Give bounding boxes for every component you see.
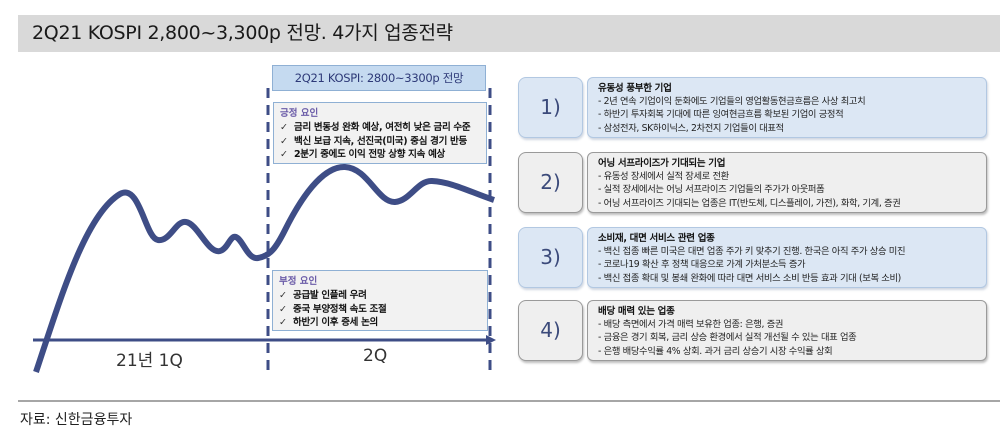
- strategy-number-badge: 4): [518, 300, 583, 361]
- x-axis-label-q1: 21년 1Q: [116, 351, 183, 371]
- strategy-number-badge: 2): [518, 152, 583, 213]
- strategy-number-badge: 1): [518, 77, 583, 138]
- strategy-line: - 코로나19 확산 후 정책 대응으로 가계 가처분소득 증가: [598, 259, 806, 271]
- positive-factor-item: ✓ 백신 보급 지속, 선진국(미국) 중심 경기 반등: [280, 135, 467, 147]
- strategy-line: - 하반기 투자회복 기대에 따른 잉여현금흐름 확보된 기업이 긍정적: [598, 109, 844, 121]
- footer-divider: [18, 400, 1000, 402]
- check-icon: ✓: [280, 135, 288, 147]
- check-icon: ✓: [279, 290, 287, 301]
- x-axis-label-q2: 2Q: [363, 346, 388, 366]
- strategy-line: - 배당 측면에서 가격 매력 보유한 업종: 은행, 증권: [598, 319, 784, 330]
- x-axis-arrow-icon: [486, 335, 496, 345]
- strategy-title: 유동성 풍부한 기업: [598, 83, 672, 94]
- strategy-line: - 유동성 장세에서 실적 장세로 전환: [598, 171, 729, 182]
- source-note: 자료: 신한금융투자: [20, 412, 133, 428]
- negative-factors-title: 부정 요인: [279, 276, 318, 287]
- strategy-card: 소비재, 대면 서비스 관련 업종 - 백신 접종 빠른 미국은 대면 업종 주…: [587, 227, 987, 288]
- strategy-line: - 어닝 서프라이즈 기대되는 업종은 IT(반도체, 디스플레이, 가전), …: [598, 197, 901, 209]
- page-title: 2Q21 KOSPI 2,800~3,300p 전망. 4가지 업종전략: [32, 22, 453, 44]
- strategy-line: - 백신 접종 확대 및 봉쇄 완화에 따라 대면 서비스 소비 반등 효과 기…: [598, 272, 901, 284]
- positive-factor-item: ✓ 금리 변동성 완화 예상, 여전히 낮은 금리 수준: [280, 122, 471, 133]
- kospi-curve: [33, 163, 495, 373]
- negative-factor-item: ✓ 중국 부양정책 속도 조절: [279, 303, 387, 315]
- check-icon: ✓: [280, 122, 288, 133]
- positive-factors-title: 긍정 요인: [280, 108, 319, 119]
- kospi-range-label: 2Q21 KOSPI: 2800~3300p 전망: [272, 65, 486, 91]
- strategy-line: - 실적 장세에서는 어닝 서프라이즈 기업들의 주가가 아웃퍼폼: [598, 184, 825, 196]
- positive-factors-box: 긍정 요인 ✓ 금리 변동성 완화 예상, 여전히 낮은 금리 수준 ✓ 백신 보급…: [273, 102, 487, 164]
- strategy-line: - 금융은 경기 회복, 금리 상승 환경에서 실적 개선될 수 있는 대표 업…: [598, 332, 857, 344]
- check-icon: ✓: [280, 149, 288, 160]
- check-icon: ✓: [279, 317, 287, 328]
- check-icon: ✓: [279, 303, 287, 315]
- strategy-card: 유동성 풍부한 기업 - 2년 연속 기업이익 둔화에도 기업들의 영업활동현금…: [587, 77, 987, 138]
- strategy-line: - 은행 배당수익률 4% 상회. 과거 금리 상승기 시장 수익률 상회: [598, 345, 833, 357]
- negative-factor-item: ✓ 공급발 인플레 우려: [279, 290, 367, 301]
- strategy-card: 어닝 서프라이즈가 기대되는 기업 - 유동성 장세에서 실적 장세로 전환 -…: [587, 152, 987, 213]
- strategy-line: - 백신 접종 빠른 미국은 대면 업종 주가 키 맞추기 진행. 한국은 아직…: [598, 246, 906, 257]
- strategy-number-badge: 3): [518, 227, 583, 288]
- strategy-title: 어닝 서프라이즈가 기대되는 기업: [598, 158, 726, 169]
- header-bar: 2Q21 KOSPI 2,800~3,300p 전망. 4가지 업종전략: [18, 15, 1000, 52]
- strategy-line: - 삼성전자, SK하이닉스, 2차전지 기업들이 대표적: [598, 122, 784, 134]
- strategy-line: - 2년 연속 기업이익 둔화에도 기업들의 영업활동현금흐름은 사상 최고치: [598, 96, 866, 107]
- negative-factor-item: ✓ 하반기 이후 증세 논의: [279, 317, 378, 328]
- negative-factors-box: 부정 요인 ✓ 공급발 인플레 우려 ✓ 중국 부양정책 속도 조절 ✓ 하반기 이후…: [272, 270, 488, 331]
- strategy-title: 배당 매력 있는 업종: [598, 306, 675, 317]
- strategy-card: 배당 매력 있는 업종 - 배당 측면에서 가격 매력 보유한 업종: 은행, …: [587, 300, 987, 361]
- positive-factor-item: ✓ 2분기 중에도 이익 전망 상향 지속 예상: [280, 149, 445, 160]
- strategy-title: 소비재, 대면 서비스 관련 업종: [598, 233, 715, 244]
